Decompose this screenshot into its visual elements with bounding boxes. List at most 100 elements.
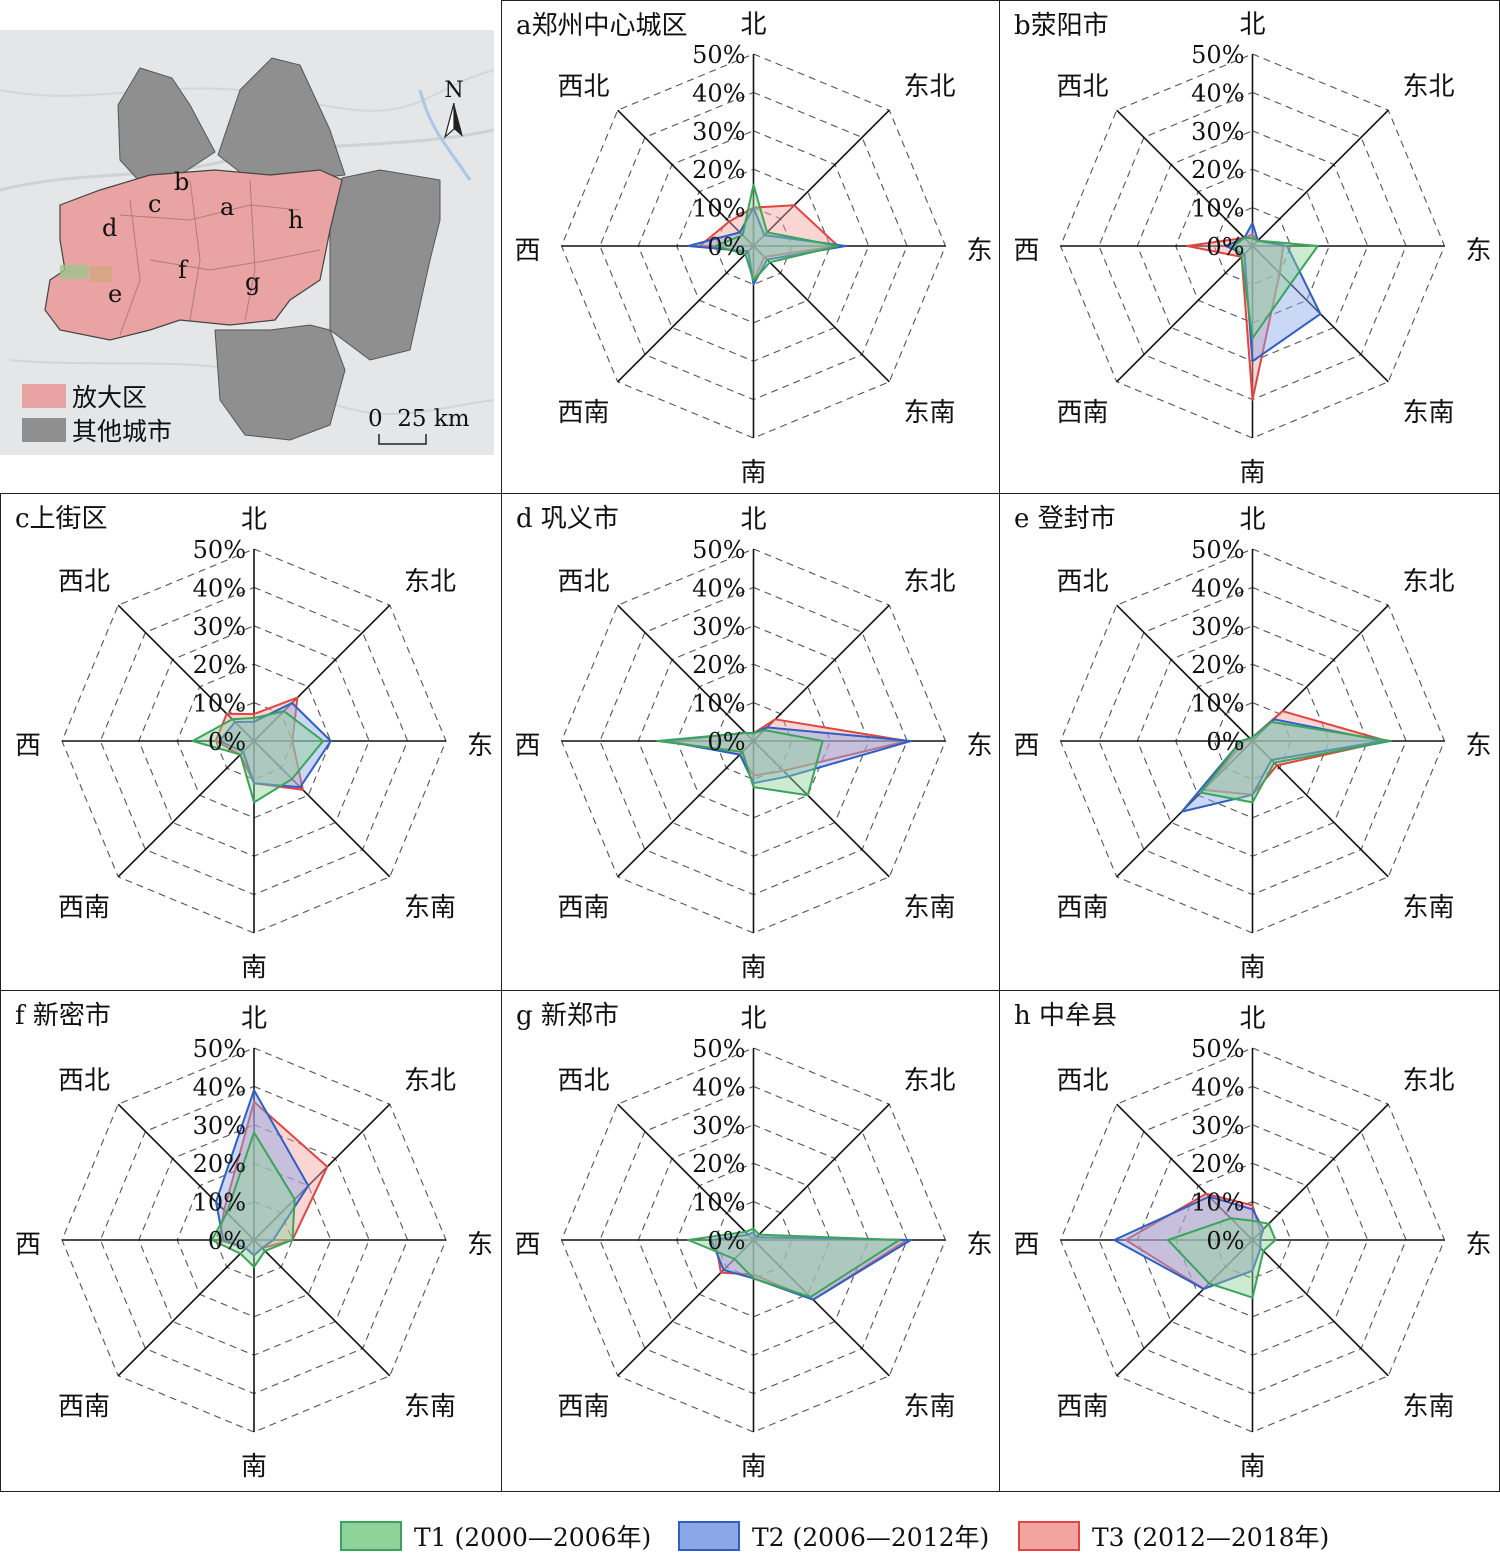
direction-label-nw: 西北 xyxy=(557,72,609,102)
direction-label-e: 东 xyxy=(467,1230,493,1260)
tick-label-0: 0% xyxy=(1206,233,1244,261)
grid-ring-2 xyxy=(676,663,831,819)
axis-line-ne xyxy=(752,604,890,742)
series-t1-polygon xyxy=(210,1131,296,1268)
map-label-f: f xyxy=(178,256,187,284)
direction-label-nw: 西北 xyxy=(557,567,609,597)
axis-line-nw xyxy=(117,1103,255,1241)
tick-label-1: 10% xyxy=(692,690,745,718)
direction-label-se: 东南 xyxy=(903,893,955,923)
direction-label-ne: 东北 xyxy=(903,1066,955,1096)
tick-label-5: 50% xyxy=(692,1035,745,1063)
map-legend-other-swatch xyxy=(22,418,66,442)
tick-label-2: 20% xyxy=(1191,1150,1244,1178)
panel-title-f: f 新密市 xyxy=(15,1001,111,1031)
tick-label-2: 20% xyxy=(692,156,745,184)
direction-label-s: 南 xyxy=(740,458,766,488)
radar-series xyxy=(1180,710,1392,813)
panel-title-c: c上街区 xyxy=(15,504,108,534)
direction-label-e: 东 xyxy=(966,731,992,761)
direction-label-nw: 西北 xyxy=(557,1066,609,1096)
tick-label-0: 0% xyxy=(208,728,246,756)
direction-label-n: 北 xyxy=(241,505,267,535)
tick-label-3: 30% xyxy=(692,1112,745,1140)
direction-label-nw: 西北 xyxy=(1056,1066,1108,1096)
map-label-h: h xyxy=(288,206,304,234)
axis-line-nw xyxy=(617,109,755,247)
tick-label-5: 50% xyxy=(193,536,246,564)
figure-grid: b c a d h f g e N 0 25 km 放大区 其他城市 xyxy=(0,0,1500,1492)
tick-label-4: 40% xyxy=(1191,1073,1244,1101)
axis-line-se xyxy=(253,1239,391,1377)
axis-line-ne xyxy=(253,1103,391,1241)
direction-label-e: 东 xyxy=(966,1230,992,1260)
tick-label-4: 40% xyxy=(692,79,745,107)
tick-label-1: 10% xyxy=(1191,690,1244,718)
direction-label-ne: 东北 xyxy=(1402,567,1454,597)
direction-label-ne: 东北 xyxy=(1402,72,1454,102)
tick-label-2: 20% xyxy=(1191,651,1244,679)
grid-ring-2 xyxy=(1175,1162,1330,1318)
tick-label-4: 40% xyxy=(1191,79,1244,107)
radar-panel-g: 0% 10% 20% 30% 40% 50% 北东北东东南南 西南 西 西北 g 新郑市 xyxy=(501,990,1000,1492)
legend-item-t3: T3 (2012—2018年) xyxy=(1018,1518,1329,1554)
radar-panel-b: 0% 10% 20% 30% 40% 50% 北东北东东南南 西南 西 西北 b荥阳市 xyxy=(999,0,1500,494)
radar-series xyxy=(656,718,912,797)
other-city-north-west xyxy=(117,67,216,183)
radar-series xyxy=(687,1227,912,1301)
direction-label-n: 北 xyxy=(740,10,766,40)
panel-title-e: e 登封市 xyxy=(1014,504,1116,534)
legend-label-t2: T2 (2006—2012年) xyxy=(752,1523,990,1552)
tick-label-5: 50% xyxy=(692,536,745,564)
grid-ring-5 xyxy=(560,53,947,439)
axis-line-ne xyxy=(253,604,391,742)
axis-line-nw xyxy=(1116,109,1254,247)
direction-label-se: 东南 xyxy=(1402,398,1454,428)
direction-label-s: 南 xyxy=(1239,1452,1265,1482)
tick-label-2: 20% xyxy=(692,1150,745,1178)
axis-line-nw xyxy=(1116,604,1254,742)
direction-label-n: 北 xyxy=(1239,1004,1265,1034)
radar-axes xyxy=(561,549,946,933)
radar-panel-c: 0% 10% 20% 30% 40% 50% 北东北东东南南 西南 西 西北 c上街区 xyxy=(0,493,502,991)
tick-label-1: 10% xyxy=(193,1189,246,1217)
tick-label-1: 10% xyxy=(1191,1189,1244,1217)
grid-ring-5 xyxy=(560,1047,947,1433)
tick-label-0: 0% xyxy=(1206,728,1244,756)
direction-label-sw: 西南 xyxy=(557,1392,609,1422)
grid-ring-5 xyxy=(61,1047,447,1433)
radar-panel-f: 0% 10% 20% 30% 40% 50% 北东北东东南南 西南 西 西北 f 新密市 xyxy=(0,990,502,1492)
grid-ring-2 xyxy=(676,1162,831,1318)
direction-label-s: 南 xyxy=(740,1452,766,1482)
series-t1-polygon xyxy=(191,710,325,804)
radar-series xyxy=(1186,222,1322,401)
series-legend: T1 (2000—2006年) T2 (2006—2012年) T3 (2012… xyxy=(0,1500,1500,1557)
other-city-east xyxy=(329,169,441,361)
other-city-north xyxy=(217,57,346,181)
axis-line-se xyxy=(1251,1239,1389,1377)
map-label-d: d xyxy=(102,214,118,242)
direction-label-sw: 西南 xyxy=(1056,398,1108,428)
tick-label-4: 40% xyxy=(193,574,246,602)
direction-label-se: 东南 xyxy=(903,398,955,428)
grid-ring-5 xyxy=(1059,53,1446,439)
grid-ring-5 xyxy=(1059,548,1446,934)
other-city-south xyxy=(214,324,346,441)
radar-axes xyxy=(561,54,946,438)
tick-label-3: 30% xyxy=(1191,118,1244,146)
grid-ring-2 xyxy=(676,168,831,324)
axis-line-nw xyxy=(1116,1103,1254,1241)
map-legend-zoom: 放大区 xyxy=(22,378,147,414)
series-t1-polygon xyxy=(1199,721,1392,804)
legend-label-t3: T3 (2012—2018年) xyxy=(1092,1523,1330,1552)
radar-ticks: 0% 10% 20% 30% 40% 50% xyxy=(193,1035,246,1255)
tick-label-4: 40% xyxy=(692,1073,745,1101)
axis-line-ne xyxy=(752,1103,890,1241)
scale-text: 0 25 km xyxy=(368,406,470,432)
direction-label-sw: 西南 xyxy=(1056,893,1108,923)
axis-line-ne xyxy=(1251,1103,1389,1241)
axis-line-sw xyxy=(617,740,755,878)
